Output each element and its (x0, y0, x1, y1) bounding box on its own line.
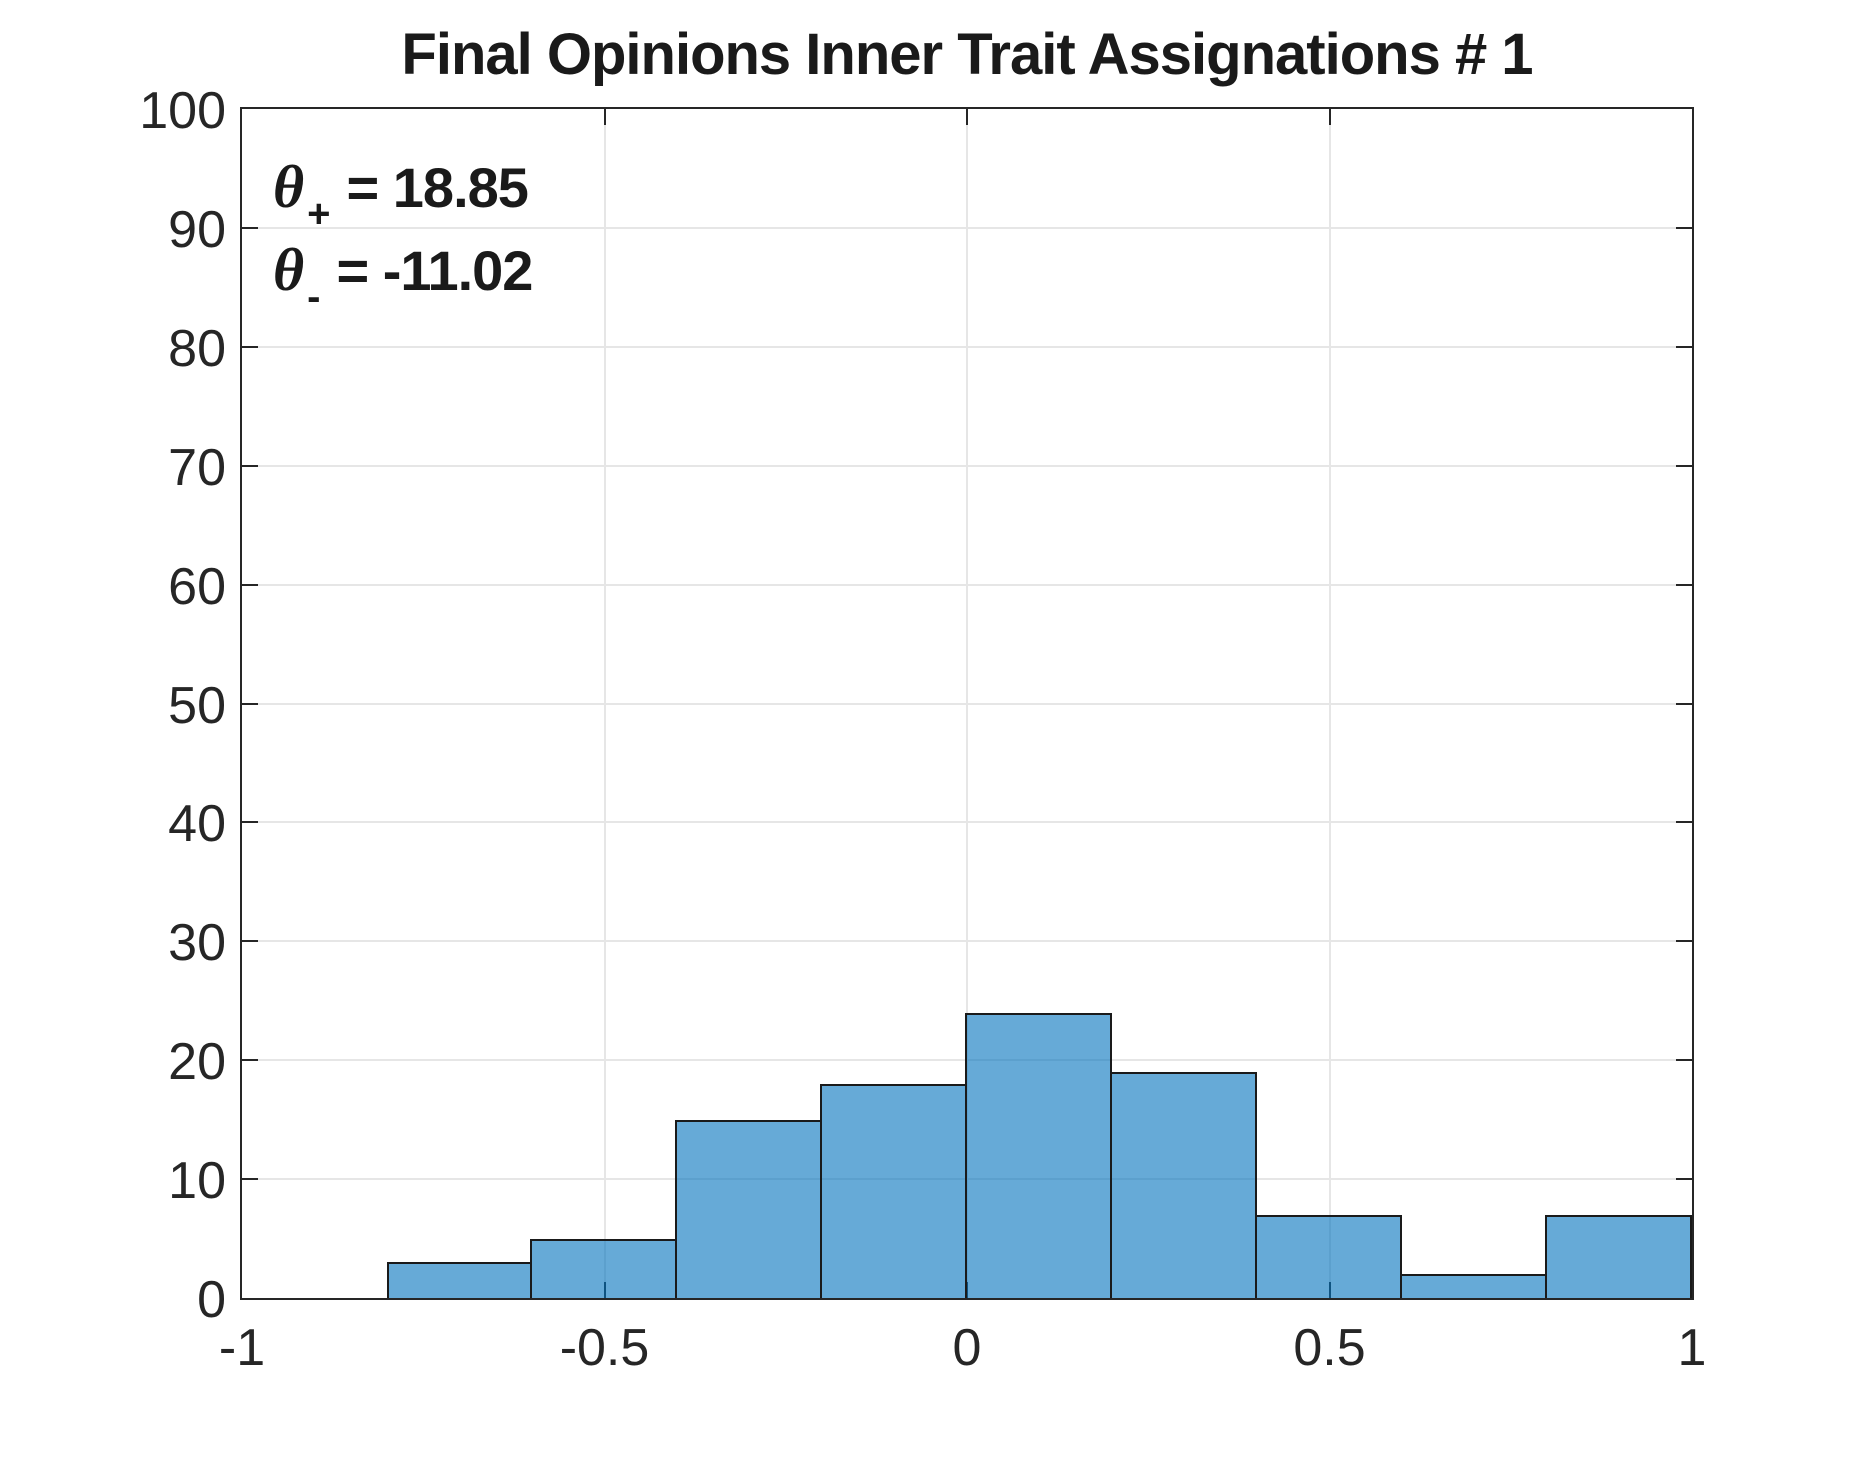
axis-tick-right (1676, 226, 1692, 229)
y-tick-label: 40 (168, 795, 226, 854)
histogram-bar (1110, 1072, 1257, 1298)
x-tick-label: 0.5 (1293, 1319, 1366, 1377)
histogram-bar (820, 1083, 967, 1298)
theta-plus-subscript: + (307, 192, 331, 236)
axis-tick-right (1676, 1178, 1692, 1181)
x-gridline (603, 109, 606, 1298)
x-tick-label: -1 (218, 1319, 266, 1377)
theta-minus-subscript: - (307, 275, 321, 319)
axis-tick-left (242, 1178, 258, 1181)
histogram-bar (675, 1119, 822, 1298)
y-tick-label: 30 (168, 914, 226, 973)
chart-title: Final Opinions Inner Trait Assignations … (401, 22, 1533, 87)
y-tick-label: 10 (168, 1152, 226, 1211)
axis-tick-right (1676, 821, 1692, 824)
y-tick-label: 70 (168, 438, 226, 497)
axis-tick-left (242, 583, 258, 586)
axis-tick-right (1676, 702, 1692, 705)
y-tick-label: 50 (168, 676, 226, 735)
axis-tick-top (603, 109, 606, 125)
x-axis-labels: -1 -0.5 0 0.5 1 (219, 1318, 1707, 1378)
x-gridline (966, 109, 968, 1298)
axis-tick-left (242, 226, 258, 229)
y-tick-label: 20 (168, 1033, 226, 1092)
axis-tick-left (242, 940, 258, 943)
axis-tick-right (1676, 464, 1692, 467)
annotation-theta-plus: θ+ = 18.85 (273, 154, 529, 236)
histogram-bar (530, 1238, 677, 1298)
histogram-bar (387, 1262, 532, 1298)
y-tick-label: 80 (168, 319, 226, 378)
axis-tick-left (242, 1059, 258, 1062)
axis-tick-top (1328, 109, 1331, 125)
axis-tick-left (242, 821, 258, 824)
axis-tick-right (1676, 940, 1692, 943)
theta-plus-value: = 18.85 (346, 156, 529, 219)
y-axis-labels: 0 10 20 30 40 50 60 70 80 90 100 (30, 85, 226, 1326)
axis-tick-top (966, 109, 968, 125)
y-tick-label: 100 (139, 82, 226, 140)
axis-tick-right (1676, 1059, 1692, 1062)
axis-tick-right (1676, 345, 1692, 348)
histogram-bar (1545, 1214, 1692, 1298)
y-tick-label: 90 (168, 200, 226, 259)
y-tick-label: 60 (168, 557, 226, 616)
x-tick-label: -0.5 (559, 1319, 650, 1377)
axis-tick-right (1676, 583, 1692, 586)
theta-minus-value: = -11.02 (336, 239, 533, 302)
axis-tick-left (242, 464, 258, 467)
annotation-theta-minus: θ- = -11.02 (273, 237, 533, 319)
x-tick-label: 1 (1677, 1319, 1707, 1377)
theta-symbol: θ (273, 237, 305, 303)
y-tick-label: 0 (197, 1271, 226, 1329)
theta-symbol: θ (273, 154, 305, 220)
axis-tick-left (242, 345, 258, 348)
histogram-bar (965, 1012, 1112, 1298)
x-gridline (1328, 109, 1331, 1298)
plot-area: θ+ = 18.85 θ- = -11.02 (240, 107, 1694, 1300)
histogram-bar (1255, 1214, 1402, 1298)
x-tick-label: 0 (952, 1319, 982, 1377)
axis-tick-left (242, 702, 258, 705)
histogram-bar (1400, 1274, 1547, 1298)
